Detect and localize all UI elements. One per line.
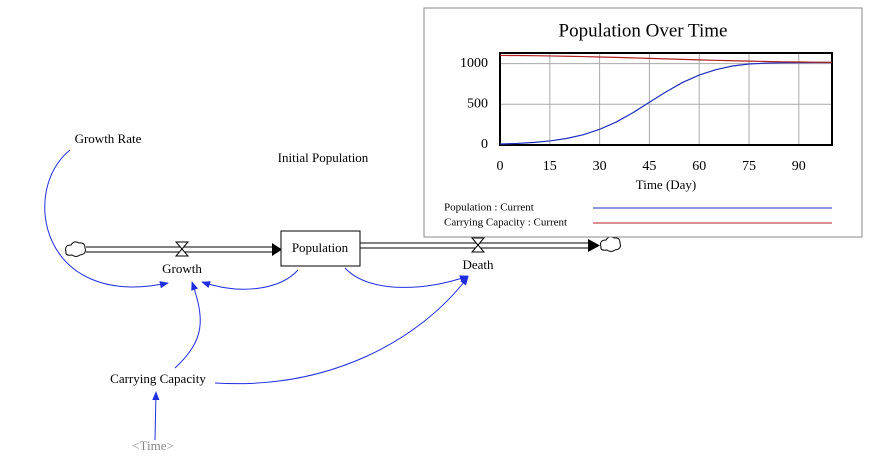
y-tick-label: 500 <box>467 97 488 112</box>
link <box>214 276 469 385</box>
y-tick-label: 0 <box>481 137 488 152</box>
diagram <box>44 149 621 441</box>
node-label: Death <box>462 257 494 272</box>
link <box>44 149 169 289</box>
x-tick-label: 30 <box>593 159 607 174</box>
valve <box>470 237 486 253</box>
x-tick-label: 90 <box>792 159 806 174</box>
node-label: <Time> <box>132 438 174 453</box>
node-label: Carrying Capacity <box>110 371 206 386</box>
link <box>344 267 469 288</box>
node-label: Population <box>292 240 349 255</box>
y-tick-label: 1000 <box>460 56 488 71</box>
stock-box <box>280 230 361 267</box>
x-tick-label: 60 <box>692 159 706 174</box>
plot-frame <box>499 52 833 146</box>
x-tick-label: 45 <box>642 159 656 174</box>
x-tick-label: 15 <box>543 159 557 174</box>
plot-area <box>500 53 832 145</box>
link <box>174 281 201 369</box>
legend-label: Population : Current <box>444 202 534 214</box>
valve <box>174 241 190 257</box>
node-label: Growth <box>162 261 202 276</box>
cloud <box>65 241 86 257</box>
x-tick-label: 0 <box>497 159 504 174</box>
series-line <box>499 61 832 145</box>
link <box>201 269 299 290</box>
chart-title: Population Over Time <box>559 20 728 41</box>
cloud <box>600 236 621 252</box>
flow-arrow <box>272 243 282 256</box>
link <box>152 391 160 441</box>
legend-label: Carrying Capacity : Current <box>444 217 567 229</box>
x-axis-label: Time (Day) <box>636 177 697 192</box>
node-label: Initial Population <box>278 150 369 165</box>
x-tick-label: 75 <box>742 159 756 174</box>
node-label: Growth Rate <box>75 131 142 146</box>
flow-arrow <box>588 239 600 252</box>
series-line <box>499 54 833 63</box>
